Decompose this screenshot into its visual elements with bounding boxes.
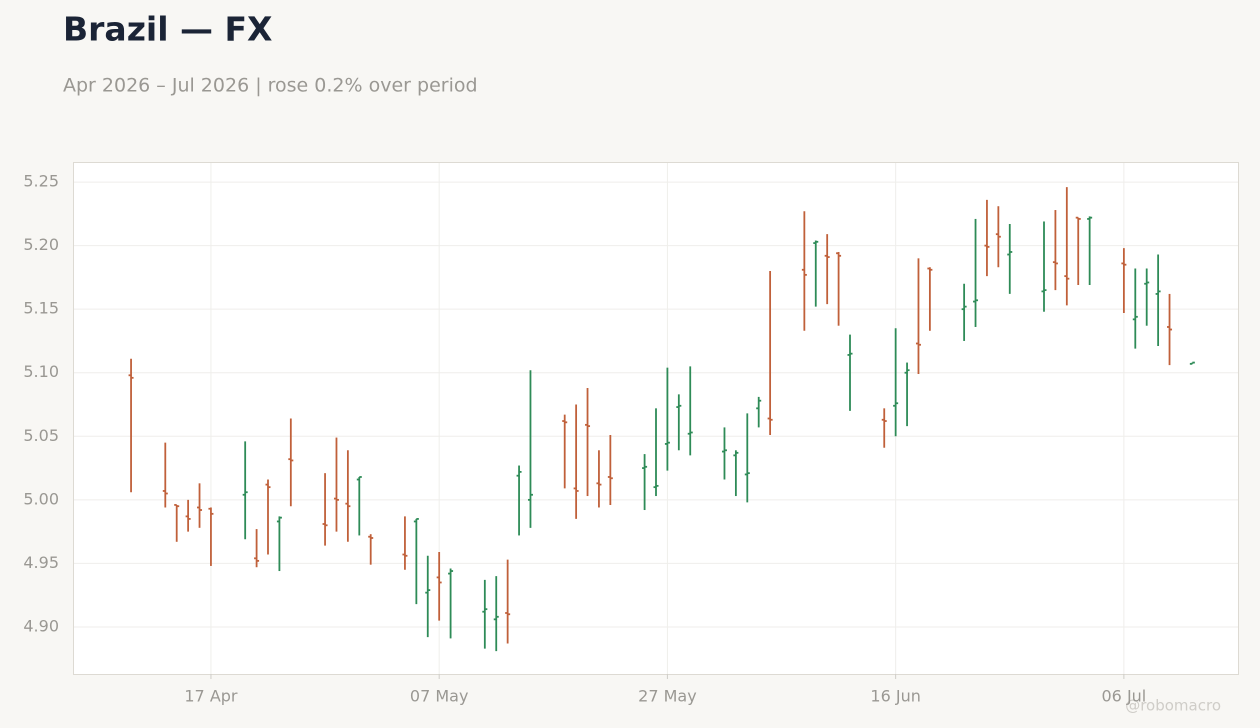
y-tick-label: 4.95 xyxy=(23,553,59,572)
y-tick-label: 5.00 xyxy=(23,489,59,508)
y-tick-label: 5.20 xyxy=(23,235,59,254)
y-tick-label: 5.05 xyxy=(23,426,59,445)
x-tick-label: 17 Apr xyxy=(184,687,238,706)
chart-title: Brazil — FX xyxy=(63,10,273,49)
chart-subtitle: Apr 2026 – Jul 2026 | rose 0.2% over per… xyxy=(63,75,478,97)
x-tick-label: 06 Jul xyxy=(1102,687,1147,706)
x-tick-label: 27 May xyxy=(638,687,697,706)
y-tick-label: 5.10 xyxy=(23,362,59,381)
watermark: @robomacro xyxy=(1125,697,1221,715)
y-tick-label: 5.25 xyxy=(23,172,59,191)
x-tick-label: 16 Jun xyxy=(870,687,920,706)
x-tick-label: 07 May xyxy=(410,687,469,706)
y-tick-label: 5.15 xyxy=(23,299,59,318)
y-tick-label: 4.90 xyxy=(23,616,59,635)
